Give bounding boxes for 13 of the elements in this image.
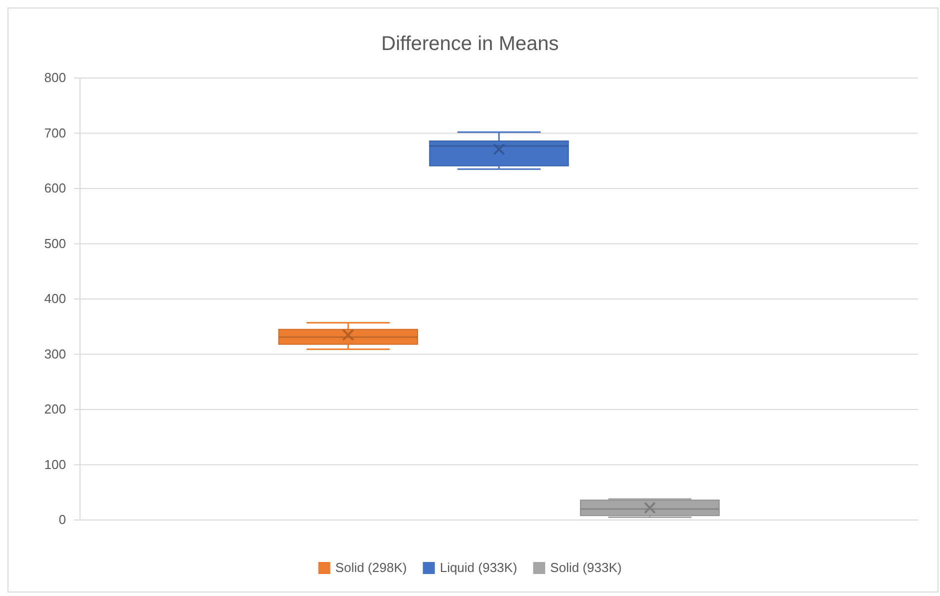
y-tick-label: 0 bbox=[58, 512, 66, 528]
chart-title: Difference in Means bbox=[381, 33, 559, 55]
legend-label: Liquid (933K) bbox=[440, 560, 518, 575]
y-tick-label: 100 bbox=[44, 456, 66, 472]
y-tick-label: 700 bbox=[44, 125, 66, 140]
y-tick-label: 600 bbox=[44, 180, 66, 196]
y-tick-label: 800 bbox=[44, 70, 66, 86]
y-tick-label: 400 bbox=[44, 291, 66, 306]
y-tick-label: 300 bbox=[44, 346, 66, 362]
legend-label: Solid (933K) bbox=[550, 560, 622, 575]
legend-label: Solid (298K) bbox=[335, 560, 407, 575]
y-tick-label: 500 bbox=[44, 236, 66, 251]
y-tick-label: 200 bbox=[44, 402, 66, 417]
